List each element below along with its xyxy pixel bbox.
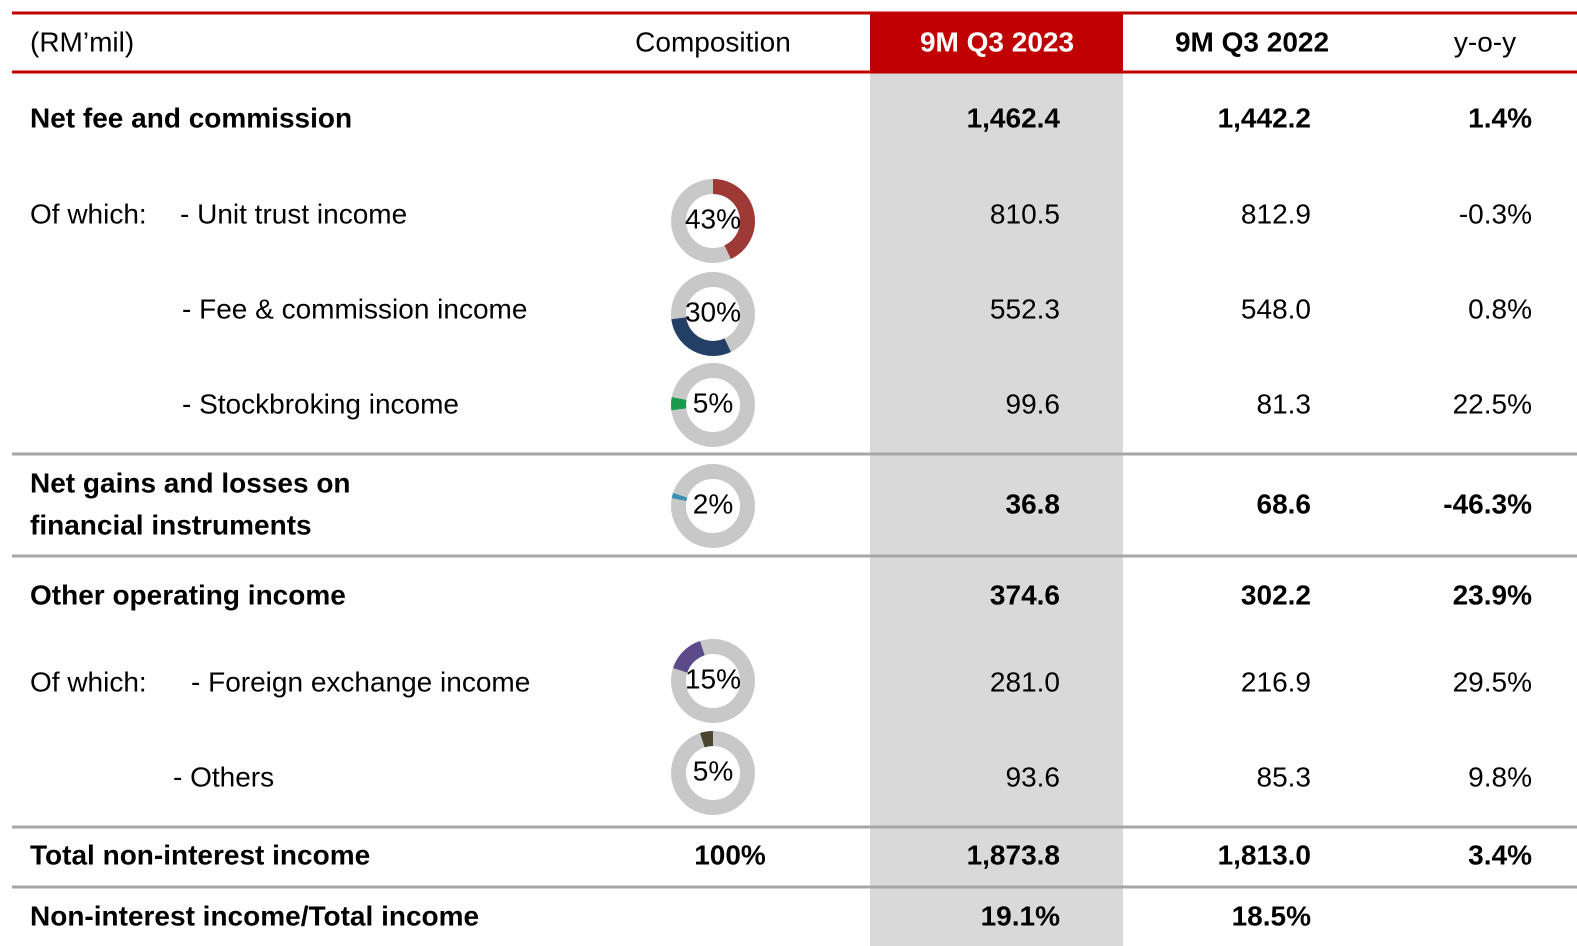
value-2022: 548.0 xyxy=(1241,293,1311,324)
donut-ring xyxy=(671,639,755,723)
header-unit: (RM’mil) xyxy=(30,26,134,57)
donut-segment xyxy=(671,397,687,411)
header-col2: 9M Q3 2022 xyxy=(1175,26,1329,57)
value-2022: 812.9 xyxy=(1241,198,1311,229)
value-yoy: -0.3% xyxy=(1459,198,1532,229)
value-yoy: 9.8% xyxy=(1468,761,1532,792)
value-2022: 216.9 xyxy=(1241,666,1311,697)
row-label: - Stockbroking income xyxy=(182,388,459,419)
value-yoy: 0.8% xyxy=(1468,293,1532,324)
value-2022: 85.3 xyxy=(1257,761,1312,792)
value-2022: 81.3 xyxy=(1257,388,1312,419)
value-2022: 18.5% xyxy=(1232,900,1311,931)
donut-segment xyxy=(671,316,731,356)
value-yoy: 29.5% xyxy=(1453,666,1532,697)
header-col3: y-o-y xyxy=(1454,26,1516,57)
composition-label: 15% xyxy=(685,663,741,694)
composition-text: 100% xyxy=(694,839,766,870)
donut-segment xyxy=(671,493,688,502)
value-yoy: 1.4% xyxy=(1468,102,1532,133)
value-2023: 810.5 xyxy=(990,198,1060,229)
row-label: - Unit trust income xyxy=(180,198,407,229)
row-prefix: Of which: xyxy=(30,666,147,697)
row-label: - Others xyxy=(173,761,274,792)
composition-label: 2% xyxy=(693,488,733,519)
donut-segment xyxy=(700,731,714,748)
value-yoy: -46.3% xyxy=(1443,488,1532,519)
highlight-column xyxy=(870,72,1123,946)
value-2023: 36.8 xyxy=(1006,488,1061,519)
donut-segment xyxy=(673,641,706,674)
value-2023: 281.0 xyxy=(990,666,1060,697)
row-label: Total non-interest income xyxy=(30,839,370,870)
value-yoy: 23.9% xyxy=(1453,579,1532,610)
composition-label: 43% xyxy=(685,203,741,234)
value-2023: 1,462.4 xyxy=(967,102,1061,133)
composition-label: 5% xyxy=(693,755,733,786)
header-composition: Composition xyxy=(635,26,791,57)
row-label: - Fee & commission income xyxy=(182,293,527,324)
value-2023: 99.6 xyxy=(1006,388,1061,419)
value-2023: 552.3 xyxy=(990,293,1060,324)
value-2023: 374.6 xyxy=(990,579,1060,610)
row-label: Non-interest income/Total income xyxy=(30,900,479,931)
value-2022: 1,442.2 xyxy=(1218,102,1311,133)
row-label: Net fee and commission xyxy=(30,102,352,133)
composition-label: 5% xyxy=(693,387,733,418)
value-2023: 93.6 xyxy=(1006,761,1061,792)
value-2022: 302.2 xyxy=(1241,579,1311,610)
row-label: Other operating income xyxy=(30,579,346,610)
row-label: Net gains and losses on xyxy=(30,467,351,498)
value-2022: 68.6 xyxy=(1257,488,1312,519)
value-2023: 19.1% xyxy=(981,900,1060,931)
row-label: financial instruments xyxy=(30,509,312,540)
highlight-header xyxy=(870,12,1123,72)
header-col1: 9M Q3 2023 xyxy=(920,26,1074,57)
row-prefix: Of which: xyxy=(30,198,147,229)
composition-label: 30% xyxy=(685,296,741,327)
value-yoy: 22.5% xyxy=(1453,388,1532,419)
row-label: - Foreign exchange income xyxy=(191,666,530,697)
donut-segment xyxy=(712,179,755,259)
value-yoy: 3.4% xyxy=(1468,839,1532,870)
value-2023: 1,873.8 xyxy=(967,839,1060,870)
value-2022: 1,813.0 xyxy=(1218,839,1311,870)
donut-ring xyxy=(671,464,755,548)
